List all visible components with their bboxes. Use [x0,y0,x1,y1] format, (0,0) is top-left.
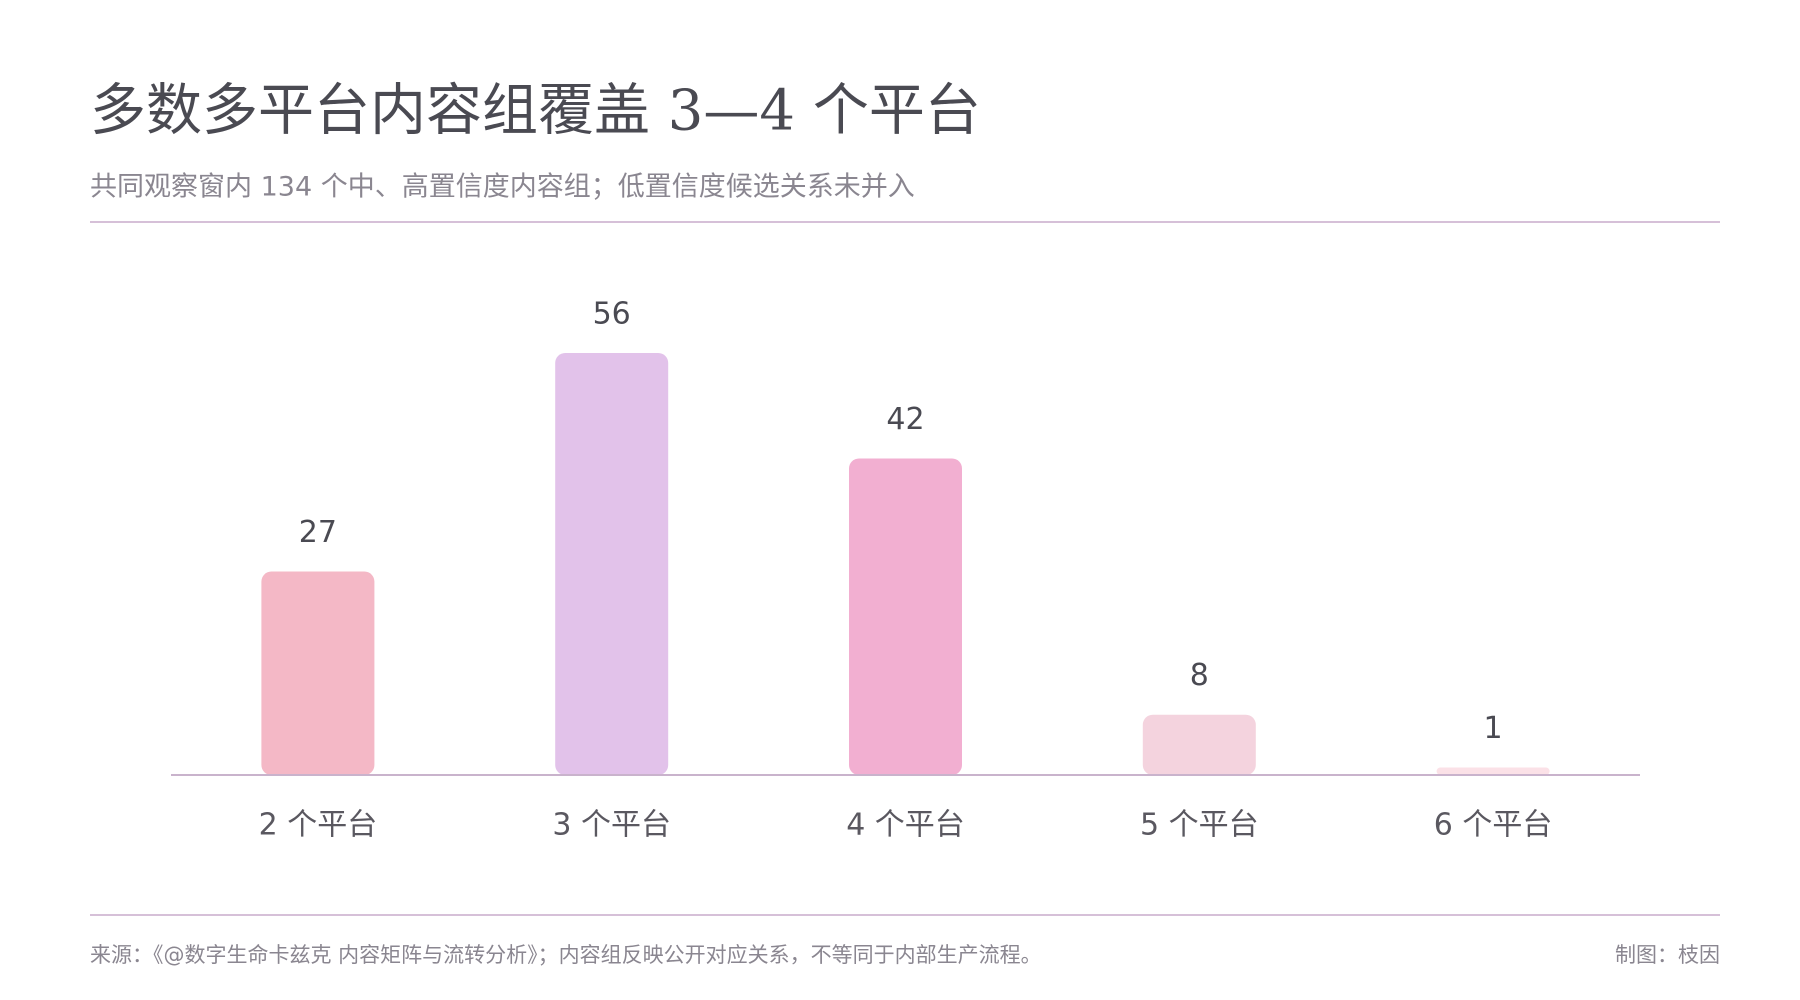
data-label: 27 [299,515,337,550]
data-label: 56 [593,297,631,332]
bar [849,458,962,775]
x-tick-label: 3 个平台 [552,808,671,843]
x-tick-label: 4 个平台 [846,808,965,843]
chart-title: 多数多平台内容组覆盖 3—4 个平台 [90,79,981,144]
x-tick-label: 5 个平台 [1140,808,1259,843]
bar [1142,714,1256,775]
bar [555,353,669,775]
bar [1436,767,1550,775]
data-label: 8 [1190,658,1209,693]
chart-subtitle: 共同观察窗内 134 个中、高置信度内容组；低置信度候选关系未并入 [90,172,915,203]
bar [261,571,375,775]
source-note: 来源：《@数字生命卡兹克 内容矩阵与流转分析》；内容组反映公开对应关系，不等同于… [90,943,1042,967]
x-tick-label: 2 个平台 [259,808,378,843]
x-tick-label: 6 个平台 [1434,808,1553,843]
data-label: 42 [886,402,924,437]
credit: 制图：枝因 [1615,943,1720,967]
data-label: 1 [1484,711,1503,746]
